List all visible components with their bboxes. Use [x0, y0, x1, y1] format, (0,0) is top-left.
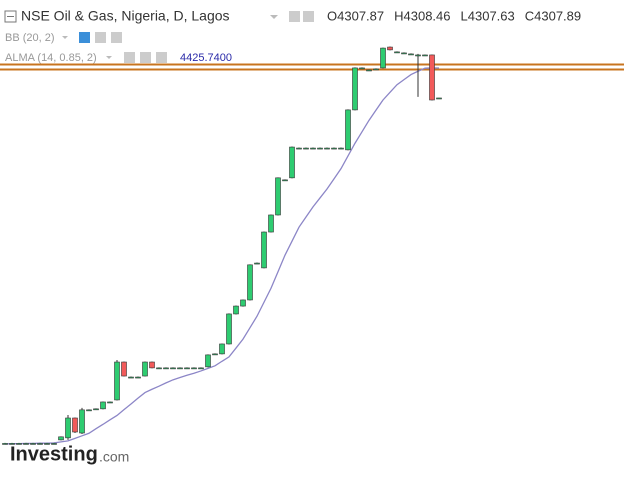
alma-line: [4, 67, 440, 445]
candle-body: [93, 408, 99, 411]
ohlc-label: C: [525, 8, 534, 23]
candle-body: [107, 401, 113, 404]
candle-body: [275, 177, 281, 216]
indicator-name: ALMA (14, 0.85, 2): [5, 52, 97, 64]
candle-body: [219, 343, 225, 355]
candle-body: [352, 67, 358, 111]
visibility-icon[interactable]: [124, 52, 135, 63]
candle-body: [345, 109, 351, 151]
candle-body: [51, 443, 57, 445]
ohlc-label: O: [327, 8, 337, 23]
dropdown-icon[interactable]: [62, 36, 68, 39]
candle-body: [415, 54, 421, 57]
candle-body: [254, 262, 260, 265]
candle-body: [331, 147, 337, 150]
dropdown-icon[interactable]: [106, 56, 112, 59]
candle-body: [317, 147, 323, 150]
candle-body: [65, 417, 71, 439]
candle-body: [191, 367, 197, 370]
candle-body: [198, 367, 204, 370]
indicator-value: 4425.7400: [180, 52, 232, 64]
ohlc-label: L: [461, 8, 468, 23]
candle-body: [310, 147, 316, 150]
candle-body: [163, 367, 169, 370]
candle-body: [72, 417, 78, 433]
candle-body: [289, 146, 295, 179]
settings-icon[interactable]: [140, 52, 151, 63]
settings-icon[interactable]: [95, 32, 106, 43]
logo-suffix: .com: [99, 449, 129, 465]
candle-body: [436, 97, 442, 100]
candle-body: [86, 409, 92, 412]
candle-body: [240, 299, 246, 307]
candle-body: [247, 264, 253, 301]
close-icon[interactable]: [156, 52, 167, 63]
candle-body: [324, 147, 330, 150]
chart-title: NSE Oil & Gas, Nigeria, D, Lagos: [21, 8, 230, 24]
candle-body: [380, 47, 386, 69]
ohlc-label: H: [394, 8, 403, 23]
candle-body: [261, 231, 267, 269]
candle-body: [408, 53, 414, 56]
ohlc-value: 4307.89: [534, 8, 581, 23]
candle-body: [2, 443, 8, 445]
candle-body: [429, 54, 435, 101]
candle-body: [373, 68, 379, 71]
candle-body: [30, 443, 36, 445]
candle-body: [233, 305, 239, 315]
candle-body: [79, 409, 85, 434]
plot: [2, 46, 442, 445]
candle-body: [9, 443, 15, 445]
ohlc-value: 4307.63: [468, 8, 515, 23]
settings-icon[interactable]: [303, 11, 314, 22]
candle-body: [170, 367, 176, 370]
candle-body: [142, 361, 148, 377]
candle-body: [121, 361, 127, 377]
candle-body: [394, 51, 400, 54]
candle-body: [135, 376, 141, 379]
candle-body: [114, 361, 120, 401]
ohlc-header: O 4307.87 H 4308.46 L 4307.63 C 4307.89: [327, 8, 581, 23]
candle-body: [212, 353, 218, 356]
candle-body: [366, 69, 372, 72]
candle-body: [44, 443, 50, 445]
visibility-icon[interactable]: [79, 32, 90, 43]
candle-body: [184, 367, 190, 370]
indicator-name: BB (20, 2): [5, 32, 55, 44]
candle-body: [387, 46, 393, 51]
logo-brand: Investing: [10, 443, 98, 465]
candle-body: [128, 376, 134, 379]
settings-icon[interactable]: [289, 11, 300, 22]
ohlc-value: 4307.87: [337, 8, 384, 23]
candle-body: [422, 54, 428, 57]
candle-body: [16, 443, 22, 445]
candle-body: [226, 313, 232, 345]
candle-body: [23, 443, 29, 445]
ohlc-value: 4308.46: [404, 8, 451, 23]
candle-body: [338, 147, 344, 150]
candle-body: [303, 147, 309, 150]
candle-body: [282, 179, 288, 182]
candle-body: [37, 443, 43, 445]
close-icon[interactable]: [111, 32, 122, 43]
candle-body: [205, 354, 211, 368]
candle-body: [268, 214, 274, 233]
candle-body: [58, 436, 64, 441]
dropdown-icon[interactable]: [270, 15, 278, 19]
candle-body: [177, 367, 183, 370]
candle-body: [401, 52, 407, 55]
candle-body: [296, 147, 302, 150]
candle-body: [359, 67, 365, 70]
candle-body: [149, 361, 155, 369]
candle-body: [156, 367, 162, 370]
candle-body: [100, 401, 106, 410]
